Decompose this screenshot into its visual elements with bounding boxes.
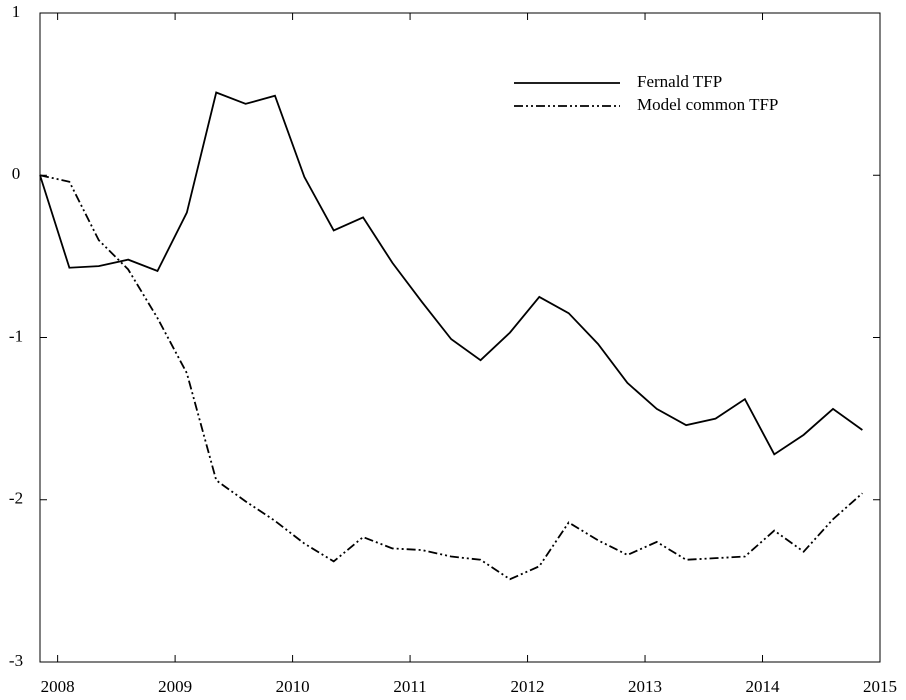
y-tick-label: 0: [12, 164, 21, 183]
x-tick-label: 2008: [41, 677, 75, 696]
series-line: [39, 174, 863, 581]
x-tick-label: 2009: [158, 677, 192, 696]
x-tick-label: 2015: [863, 677, 897, 696]
series-line: [39, 91, 863, 456]
y-tick-label: -3: [9, 651, 23, 670]
x-tick-label: 2012: [511, 677, 545, 696]
legend-label: Fernald TFP: [637, 72, 722, 91]
y-tick-label: -1: [9, 326, 23, 345]
x-tick-label: 2010: [276, 677, 310, 696]
x-tick-label: 2011: [393, 677, 426, 696]
x-tick-label: 2013: [628, 677, 662, 696]
legend-label: Model common TFP: [637, 95, 778, 114]
x-tick-label: 2014: [746, 677, 781, 696]
y-tick-label: -2: [9, 489, 23, 508]
y-tick-label: 1: [12, 2, 21, 21]
